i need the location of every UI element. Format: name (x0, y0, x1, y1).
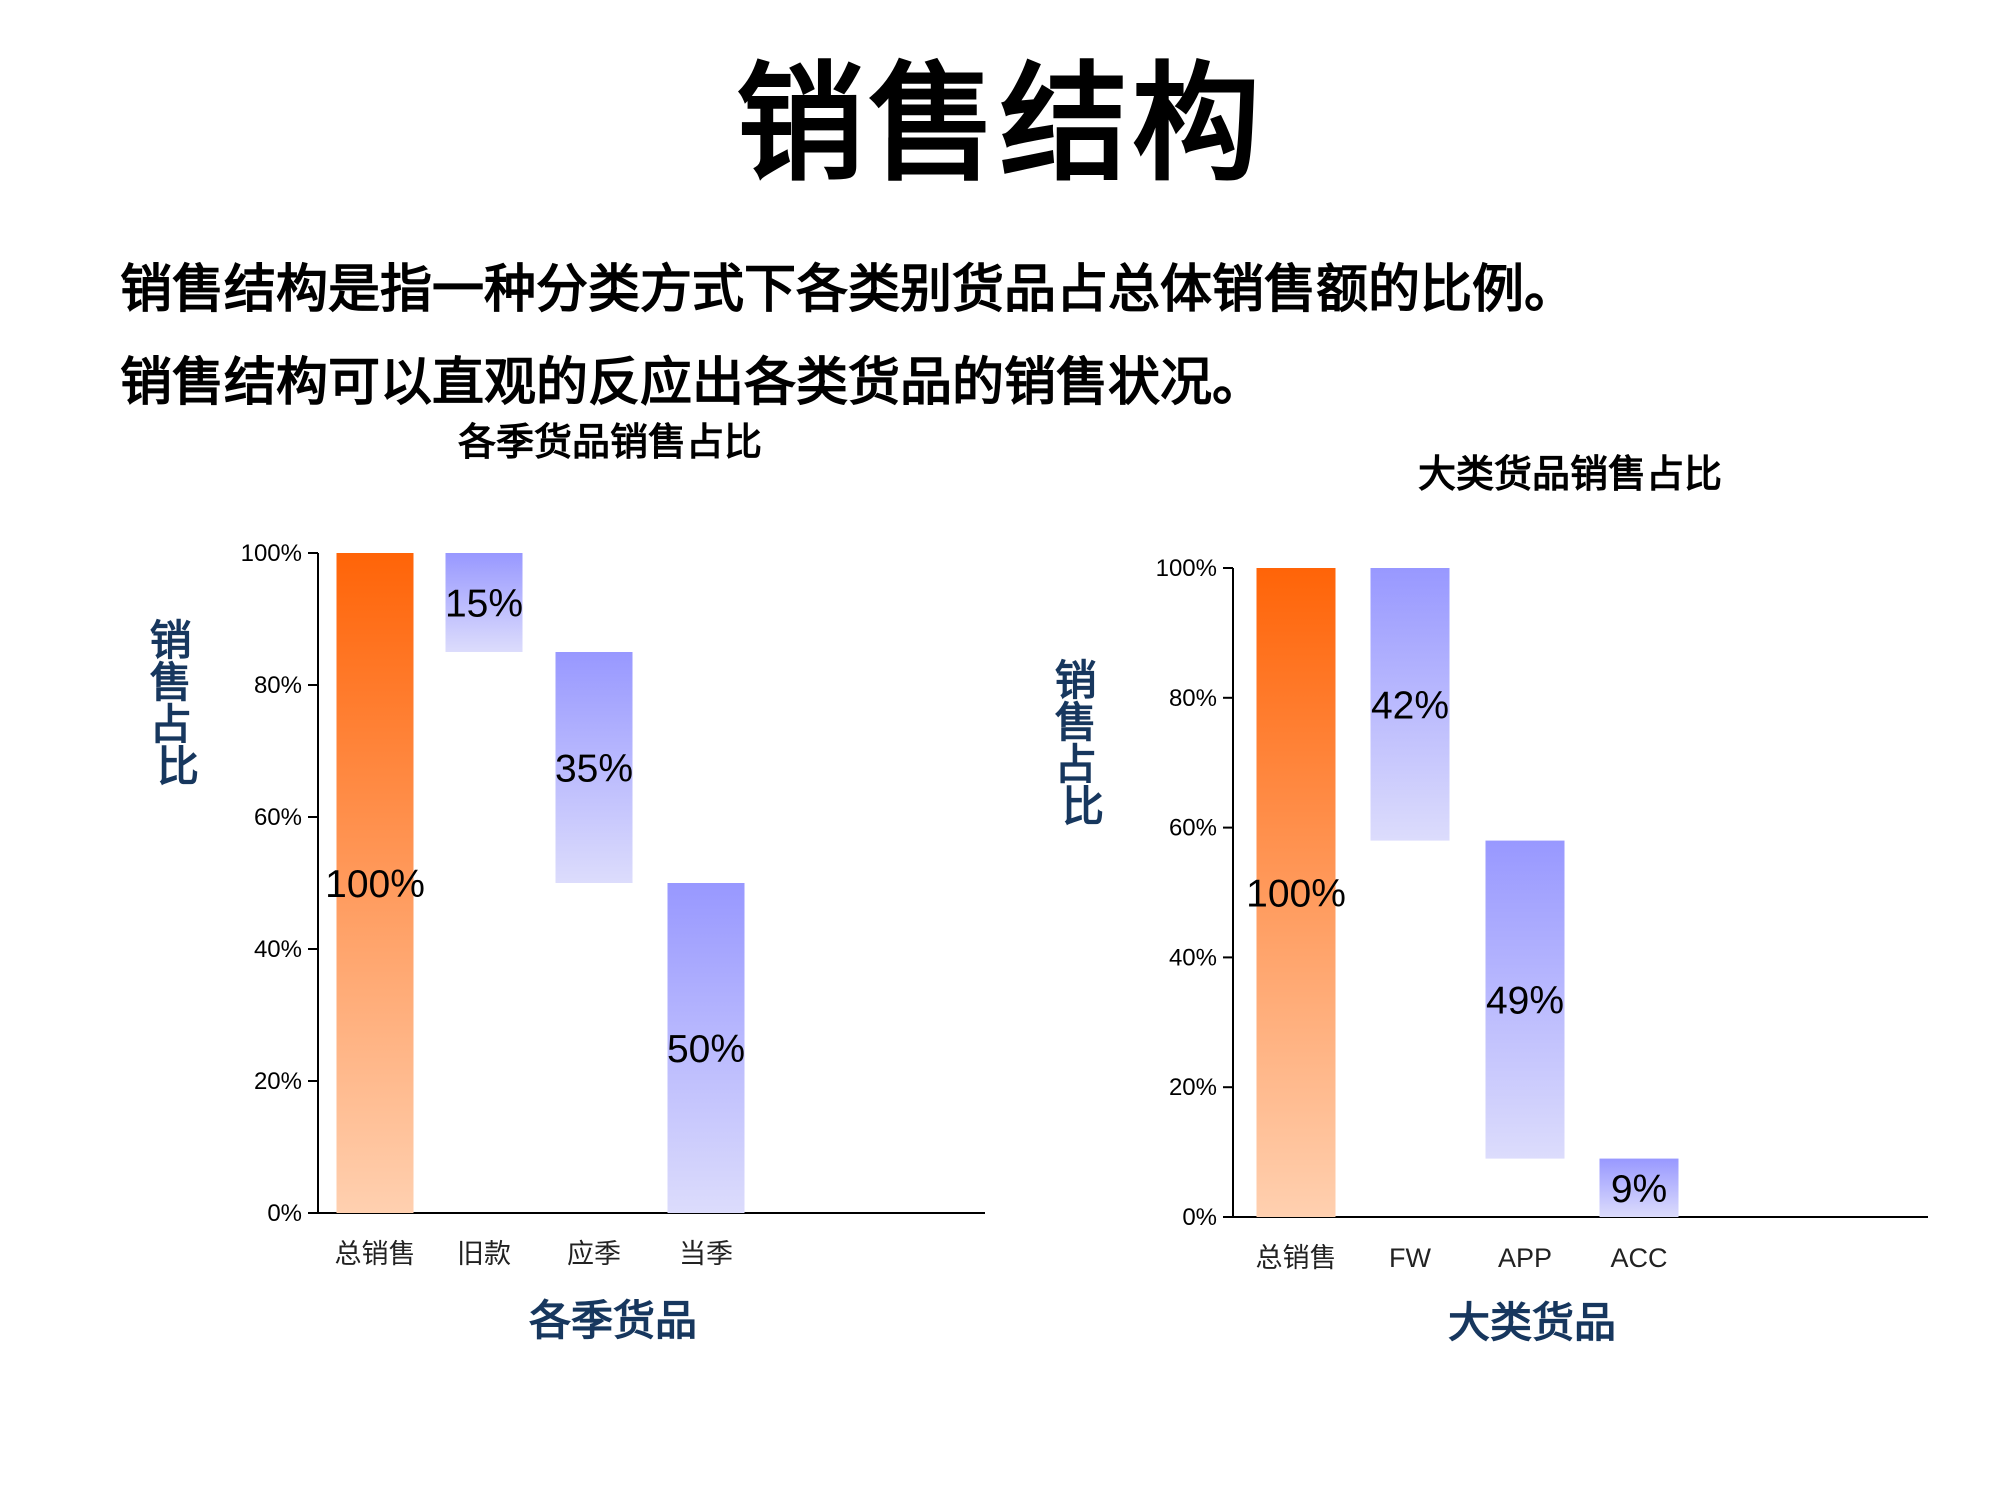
bar-data-label: 100% (1246, 873, 1346, 916)
x-category-label: 总销售 (1256, 1243, 1337, 1273)
x-category-label: 旧款 (457, 1239, 511, 1269)
y-axis-title-char: 占 (150, 700, 192, 749)
bar-data-label: 9% (1611, 1168, 1667, 1211)
x-category-label: 应季 (567, 1239, 621, 1269)
y-axis-title-char: 销 (150, 616, 192, 665)
x-category-label: 当季 (679, 1239, 733, 1269)
description-line-2: 销售结构可以直观的反应出各类货品的销售状况。 (120, 353, 1265, 413)
y-axis-title-char: 比 (1062, 782, 1104, 831)
y-tick-label: 80% (1169, 685, 1217, 712)
bar (336, 553, 414, 1213)
season-sales-share-chart: 各季货品销售占比 销 售 占 比 各季货品 0% 20% 40% 60% 80% 100%… (150, 420, 985, 1345)
bar-data-label: 42% (1371, 684, 1449, 727)
x-axis-title: 大类货品 (1448, 1298, 1616, 1347)
y-axis-title-char: 售 (1055, 698, 1097, 747)
category-sales-share-chart: 大类货品销售占比 销 售 占 比 大类货品 0% 20% 40% 60% 80% 100%… (1055, 452, 1928, 1347)
bar-data-label: 49% (1486, 980, 1564, 1023)
y-tick-label: 20% (254, 1068, 302, 1095)
bar (1485, 840, 1565, 1159)
y-axis-title-char: 比 (157, 742, 199, 791)
bar (445, 553, 523, 652)
bar-data-label: 50% (667, 1028, 745, 1071)
bar-data-label: 100% (325, 863, 425, 906)
y-axis-title-char: 售 (150, 658, 192, 707)
y-axis-title: 销 售 占 比 (150, 616, 207, 791)
y-tick-label: 100% (1156, 555, 1217, 582)
y-tick-label: 40% (254, 936, 302, 963)
bar (1599, 1158, 1679, 1217)
x-category-label: ACC (1610, 1243, 1667, 1273)
y-tick-label: 40% (1169, 944, 1217, 971)
bar (667, 883, 745, 1213)
page-title: 销售结构 (735, 50, 1264, 199)
y-tick-label: 20% (1169, 1074, 1217, 1101)
y-axis-title-char: 占 (1055, 740, 1097, 789)
bar-data-label: 15% (445, 583, 523, 626)
y-tick-label: 0% (1182, 1204, 1217, 1231)
x-category-label: 总销售 (335, 1239, 416, 1269)
bar (1256, 568, 1336, 1217)
x-category-label: FW (1389, 1243, 1431, 1273)
y-tick-label: 100% (241, 540, 302, 567)
plot-area: 0% 20% 40% 60% 80% 100% 100% 总销售 42% FW 49% APP 9% AC… (1156, 555, 1928, 1273)
y-tick-label: 0% (267, 1200, 302, 1227)
x-category-label: APP (1498, 1243, 1552, 1273)
bar (555, 652, 633, 883)
bar (1370, 568, 1450, 841)
description-line-1: 销售结构是指一种分类方式下各类别货品占总体销售额的比例。 (120, 260, 1577, 320)
bar-data-label: 35% (555, 748, 633, 791)
plot-area: 0% 20% 40% 60% 80% 100% 100% 总销售 15% 旧款 35% 应季 50% 当季 (241, 540, 985, 1269)
y-axis-title: 销 售 占 比 (1055, 656, 1112, 831)
y-tick-label: 60% (1169, 815, 1217, 842)
y-axis-title-char: 销 (1055, 656, 1097, 705)
chart-title: 各季货品销售占比 (458, 420, 762, 464)
x-axis-title: 各季货品 (529, 1296, 697, 1345)
y-tick-label: 60% (254, 804, 302, 831)
y-tick-label: 80% (254, 672, 302, 699)
chart-title: 大类货品销售占比 (1418, 452, 1722, 496)
